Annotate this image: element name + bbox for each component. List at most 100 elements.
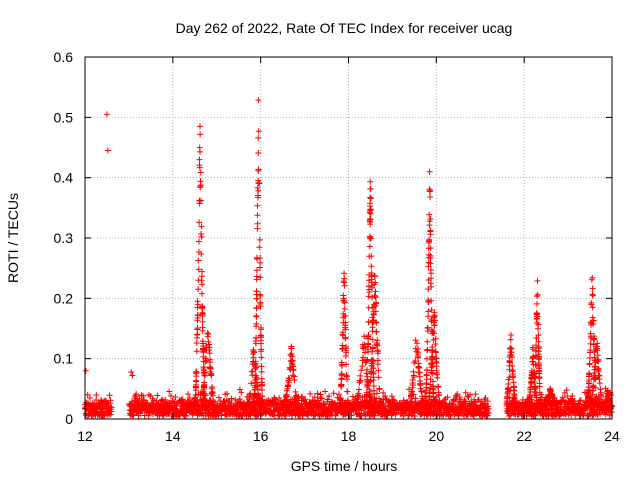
data-point — [547, 387, 554, 394]
data-point — [553, 403, 560, 410]
data-point — [246, 392, 253, 399]
data-point — [507, 336, 514, 343]
data-point — [192, 392, 199, 399]
data-point — [199, 324, 206, 331]
data-point — [432, 341, 439, 348]
data-point — [374, 357, 381, 364]
data-point — [366, 396, 373, 403]
data-point — [370, 383, 377, 390]
data-point — [370, 301, 377, 308]
data-point — [365, 335, 372, 342]
data-point — [341, 306, 348, 313]
data-point — [423, 387, 430, 394]
data-point — [194, 325, 201, 332]
data-point — [196, 162, 203, 169]
data-point — [198, 223, 205, 230]
data-point — [536, 361, 543, 368]
data-point — [591, 366, 598, 373]
data-point — [598, 393, 605, 400]
data-point — [130, 411, 137, 418]
data-point — [256, 397, 263, 404]
data-point — [205, 330, 212, 337]
data-point — [107, 397, 114, 404]
data-point — [193, 369, 200, 376]
data-point — [577, 397, 584, 404]
data-point — [258, 348, 265, 355]
data-point — [286, 375, 293, 382]
data-point — [292, 388, 299, 395]
data-point — [192, 384, 199, 391]
data-point — [369, 336, 376, 343]
data-point — [589, 387, 596, 394]
data-point — [437, 403, 444, 410]
data-point — [196, 156, 203, 163]
data-point — [373, 342, 380, 349]
data-point — [251, 402, 258, 409]
data-point — [510, 383, 517, 390]
data-point — [343, 373, 350, 380]
data-point — [535, 325, 542, 332]
data-point — [299, 393, 306, 400]
data-point — [595, 356, 602, 363]
data-point — [428, 270, 435, 277]
data-point — [199, 318, 206, 325]
data-point — [185, 391, 192, 398]
data-point — [433, 358, 440, 365]
data-point — [341, 313, 348, 320]
data-point — [355, 390, 362, 397]
data-point — [525, 402, 532, 409]
data-point — [162, 396, 169, 403]
data-point — [590, 336, 597, 343]
data-point — [342, 335, 349, 342]
data-point — [372, 294, 379, 301]
data-point — [253, 372, 260, 379]
y-tick-labels: 0 0.1 0.2 0.3 0.4 0.5 0.6 — [54, 49, 74, 427]
data-point — [426, 168, 433, 175]
data-point — [370, 310, 377, 317]
data-point — [591, 372, 598, 379]
data-point — [154, 392, 161, 399]
data-point — [536, 389, 543, 396]
data-point — [485, 405, 492, 412]
data-point — [86, 394, 93, 401]
data-point — [367, 185, 374, 192]
data-point — [608, 402, 615, 409]
data-point — [256, 402, 263, 409]
data-point — [534, 277, 541, 284]
data-point — [355, 386, 362, 393]
data-point — [528, 378, 535, 385]
data-point — [425, 313, 432, 320]
y-tick-label: 0.6 — [54, 49, 74, 65]
y-tick-label: 0.4 — [54, 170, 74, 186]
data-point — [504, 395, 511, 402]
data-point — [199, 338, 206, 345]
data-point — [593, 400, 600, 407]
x-tick-label: 24 — [604, 428, 620, 444]
data-point — [431, 403, 438, 410]
y-tick-label: 0.1 — [54, 351, 74, 367]
data-point — [519, 396, 526, 403]
data-point — [382, 392, 389, 399]
data-point — [367, 178, 374, 185]
data-point — [409, 377, 416, 384]
y-tick-label: 0.5 — [54, 109, 74, 125]
data-point — [255, 134, 262, 141]
data-point — [195, 266, 202, 273]
data-point — [344, 388, 351, 395]
data-point — [257, 259, 264, 266]
data-point — [166, 388, 173, 395]
data-point — [296, 403, 303, 410]
data-point — [186, 394, 193, 401]
data-point — [375, 374, 382, 381]
data-point — [311, 412, 318, 419]
data-point — [359, 341, 366, 348]
data-point — [588, 396, 595, 403]
data-point — [372, 292, 379, 299]
data-point — [207, 356, 214, 363]
data-point — [377, 399, 384, 406]
data-point — [144, 399, 151, 406]
data-point — [199, 268, 206, 275]
data-point — [224, 390, 231, 397]
data-point — [551, 400, 558, 407]
data-point — [432, 335, 439, 342]
